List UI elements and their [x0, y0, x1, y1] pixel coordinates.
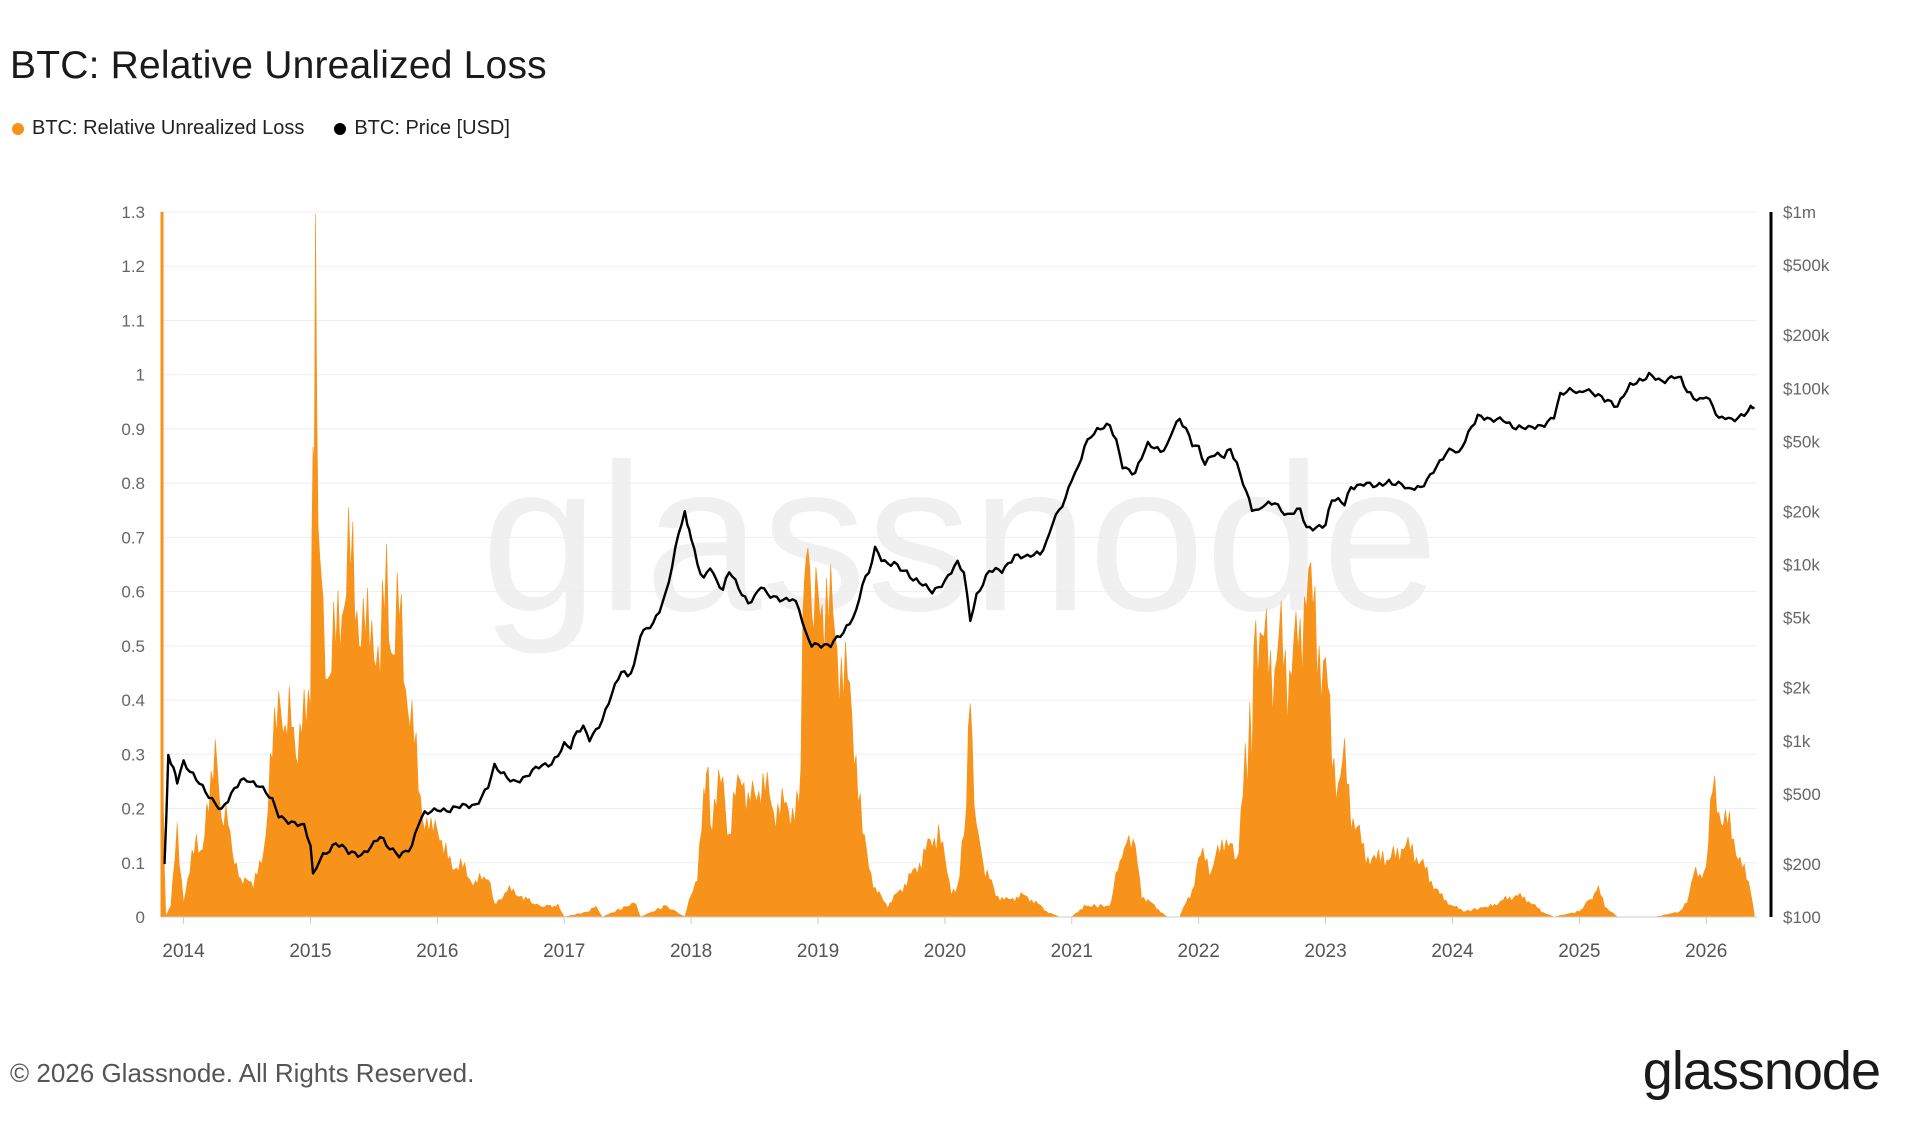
legend-label-price: BTC: Price [USD]	[354, 117, 510, 139]
y-left-tick-label: 1.2	[121, 257, 145, 276]
glassnode-logo: glassnode	[1642, 1041, 1881, 1101]
y-left-tick-label: 0.2	[121, 800, 145, 819]
y-right-tick-label: $500	[1783, 785, 1821, 804]
y-left-tick-label: 0.6	[121, 583, 145, 602]
y-right-tick-label: $5k	[1783, 609, 1811, 628]
legend-dot-price	[334, 122, 347, 135]
y-right-tick-label: $20k	[1783, 502, 1820, 521]
x-tick-label: 2026	[1685, 941, 1727, 962]
y-right-tick-label: $1k	[1783, 732, 1811, 751]
loss-area	[161, 212, 1755, 918]
x-tick-label: 2014	[162, 941, 205, 962]
y-left-tick-label: 0.5	[121, 637, 145, 656]
y-left-tick-label: 1.3	[121, 203, 145, 222]
y-left-tick-label: 1.1	[121, 311, 145, 330]
x-tick-label: 2025	[1558, 941, 1600, 962]
y-right-tick-label: $1m	[1783, 203, 1816, 222]
y-left-tick-label: 0.4	[121, 691, 145, 710]
price-line	[163, 371, 1756, 875]
x-tick-label: 2016	[416, 941, 458, 962]
chart-title: BTC: Relative Unrealized Loss	[10, 44, 547, 87]
y-left-tick-label: 0.8	[121, 474, 145, 493]
y-right-tick-label: $200	[1783, 855, 1821, 874]
y-right-tick-label: $200k	[1783, 326, 1830, 345]
legend: BTC: Relative Unrealized Loss BTC: Price…	[12, 117, 510, 140]
x-tick-label: 2019	[797, 941, 839, 962]
y-right-tick-label: $100k	[1783, 379, 1830, 398]
x-tick-label: 2015	[289, 941, 331, 962]
x-tick-label: 2017	[543, 941, 585, 962]
x-tick-label: 2023	[1304, 941, 1346, 962]
y-right-tick-label: $10k	[1783, 556, 1820, 575]
x-axis: 2014 2015 2016 2017 2018 2019 2020 2021 2022 2023…	[162, 916, 1757, 962]
y-axis-left: 0 0.1 0.2 0.3 0.4 0.5 0.6 0.7 0.8 0.9 1 1.1 1.2 1.3	[121, 203, 164, 927]
y-left-tick-label: 0.7	[121, 528, 145, 547]
y-axis-right: $100 $200 $500 $1k $2k $5k $10k $20k $50k $100k $2…	[1769, 203, 1830, 927]
loss-area-series	[161, 212, 1755, 918]
y-left-tick-label: 0.1	[121, 854, 145, 873]
y-right-tick-label: $50k	[1783, 432, 1820, 451]
legend-item-loss[interactable]: BTC: Relative Unrealized Loss	[12, 117, 304, 140]
x-tick-label: 2022	[1178, 941, 1220, 962]
copyright: © 2026 Glassnode. All Rights Reserved.	[10, 1058, 475, 1088]
y-left-tick-label: 0.9	[121, 420, 145, 439]
x-tick-label: 2020	[924, 941, 966, 962]
y-right-tick-label: $2k	[1783, 679, 1811, 698]
y-right-tick-label: $100	[1783, 908, 1821, 927]
x-tick-label: 2021	[1051, 941, 1093, 962]
legend-item-price[interactable]: BTC: Price [USD]	[334, 117, 510, 140]
x-tick-label: 2024	[1431, 941, 1474, 962]
y-right-tick-label: $500k	[1783, 256, 1830, 275]
price-line-series	[163, 371, 1756, 875]
y-left-tick-label: 0.3	[121, 745, 145, 764]
y-left-tick-label: 1	[136, 366, 145, 385]
legend-dot-loss	[12, 122, 24, 135]
y-left-tick-label: 0	[136, 908, 145, 927]
legend-label-loss: BTC: Relative Unrealized Loss	[32, 117, 305, 139]
x-tick-label: 2018	[670, 941, 712, 962]
